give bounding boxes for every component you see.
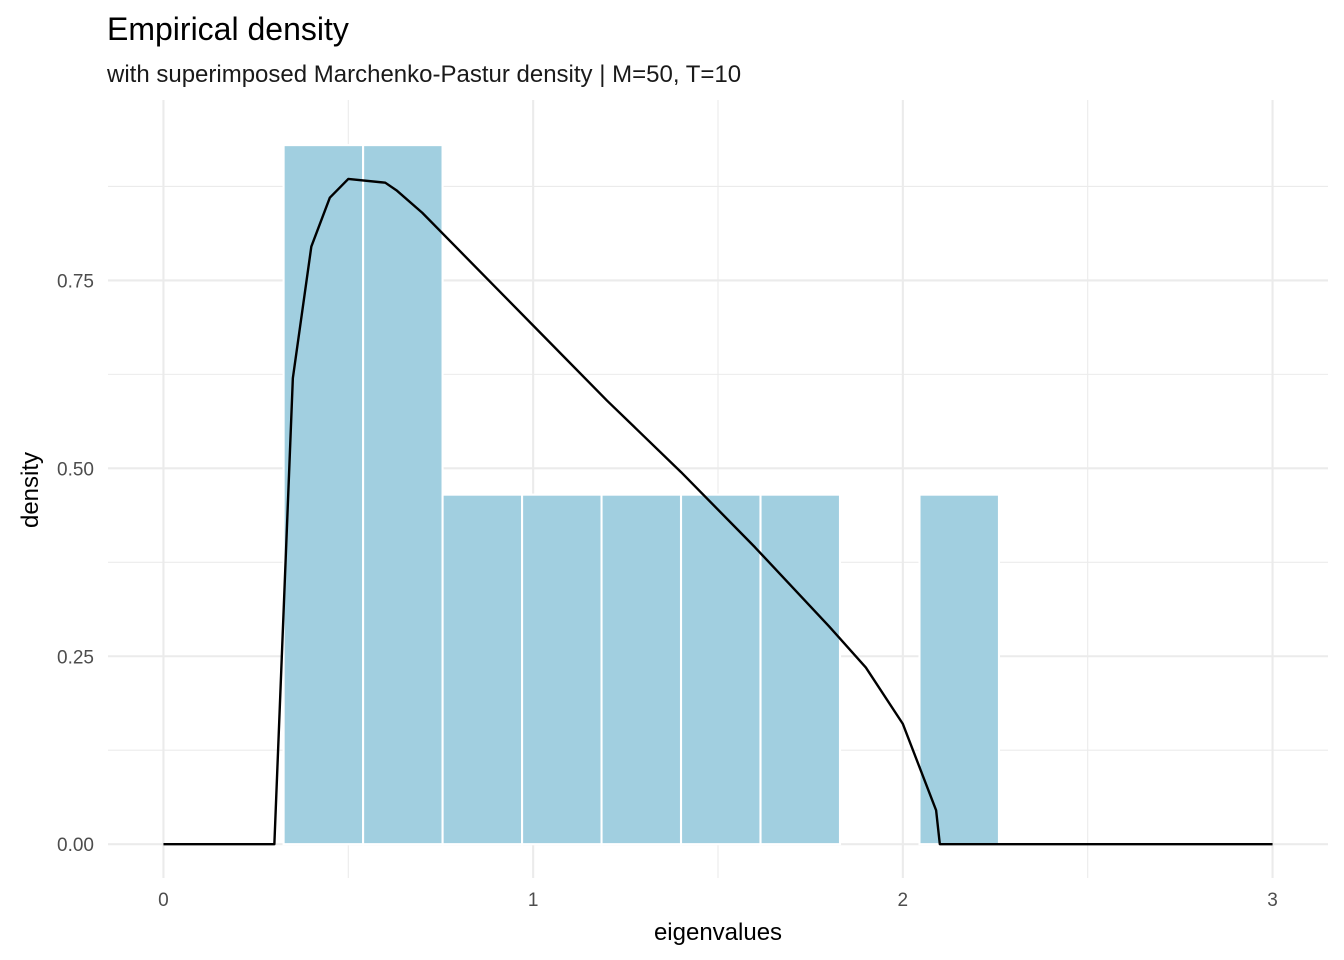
y-tick-label: 0.25 (57, 647, 94, 668)
histogram-bar (918, 493, 1001, 846)
x-axis-tick-labels: 0 1 2 3 (158, 890, 1278, 911)
x-tick-label: 1 (528, 890, 539, 911)
x-tick-label: 0 (158, 890, 169, 911)
marchenko-pastur-density-line (163, 177, 1273, 846)
chart-title: Empirical density (107, 11, 349, 47)
y-axis-tick-labels: 0.00 0.25 0.50 0.75 (57, 271, 94, 856)
y-tick-label: 0.50 (57, 459, 94, 480)
histogram-bar (600, 493, 683, 846)
histogram-bar (362, 144, 444, 846)
y-axis-title: density (17, 452, 44, 528)
histogram-bar (759, 493, 842, 846)
histogram-bar (282, 144, 365, 846)
x-tick-label: 2 (898, 890, 909, 911)
plot-panel (108, 100, 1328, 878)
y-tick-label: 0.75 (57, 271, 94, 292)
histogram-bar (679, 493, 762, 846)
chart-subtitle: with superimposed Marchenko-Pastur densi… (106, 61, 741, 88)
histogram-bars (282, 144, 1001, 846)
y-tick-label: 0.00 (57, 835, 94, 856)
histogram-bar (521, 493, 603, 846)
x-axis-title: eigenvalues (654, 919, 782, 946)
histogram-bar (441, 493, 524, 846)
x-tick-label: 3 (1267, 890, 1278, 911)
